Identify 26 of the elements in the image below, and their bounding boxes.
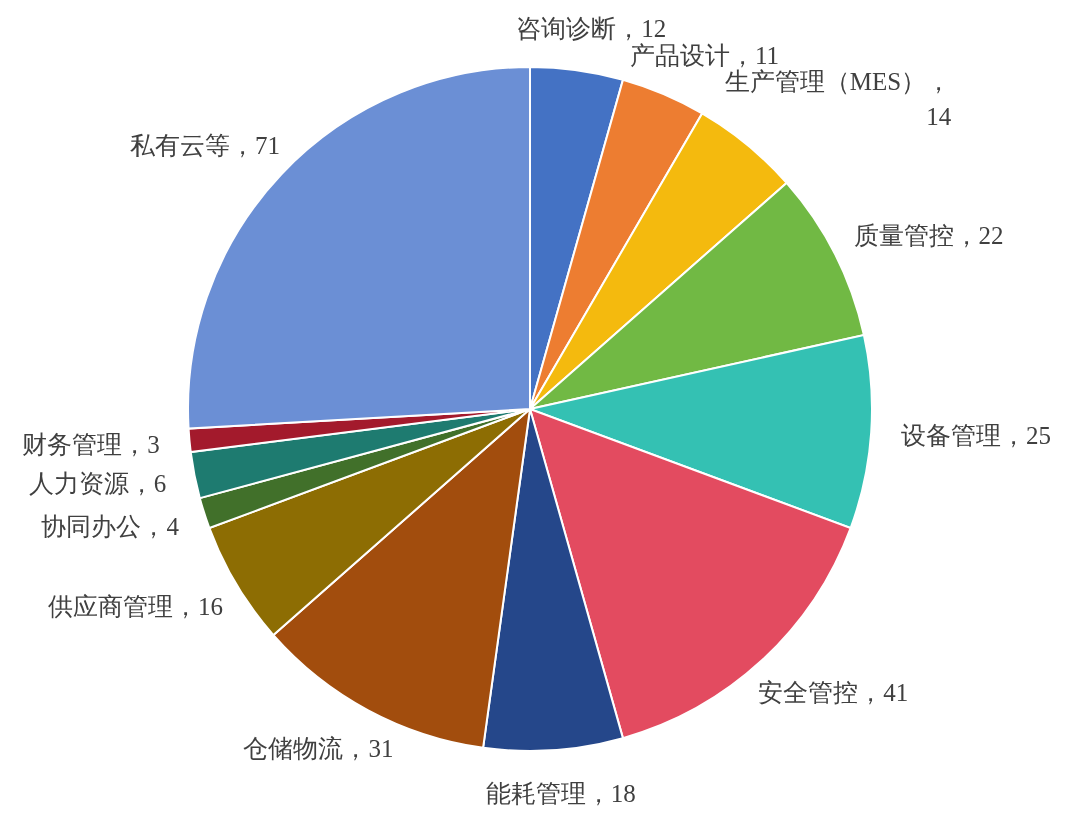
slice-label: 私有云等 xyxy=(129,131,230,159)
data-label: ，12 xyxy=(616,14,667,42)
data-label: ，22 xyxy=(953,221,1004,249)
data-label: ，11 xyxy=(729,41,779,69)
slice-label: 仓储物流 xyxy=(243,734,344,762)
slice-label: 质量管控 xyxy=(853,221,954,249)
data-label: ，41 xyxy=(858,678,909,706)
slice-label: 财务管理 xyxy=(22,430,123,458)
data-label: ，16 xyxy=(173,592,224,620)
data-label: ，31 xyxy=(343,734,394,762)
data-label: ，6 xyxy=(128,469,167,497)
data-label: ，71 xyxy=(229,131,280,159)
data-label: ，3 xyxy=(122,430,160,458)
data-label: ，14 xyxy=(926,67,952,130)
data-label: ，25 xyxy=(1000,421,1051,449)
slice-label: 人力资源 xyxy=(28,469,129,497)
slice-label: 供应商管理 xyxy=(48,592,174,620)
data-label: ，4 xyxy=(141,512,180,540)
slice-label: 能耗管理 xyxy=(485,779,586,807)
slice-label: 咨询诊断 xyxy=(516,14,617,42)
data-label: ，18 xyxy=(585,779,636,807)
slice-label: 产品设计 xyxy=(629,41,730,69)
slice-label: 协同办公 xyxy=(41,512,142,540)
slice-label: 生产管理（MES） xyxy=(724,67,927,95)
slice-label: 设备管理 xyxy=(900,421,1001,449)
slice-label: 安全管控 xyxy=(758,678,859,706)
